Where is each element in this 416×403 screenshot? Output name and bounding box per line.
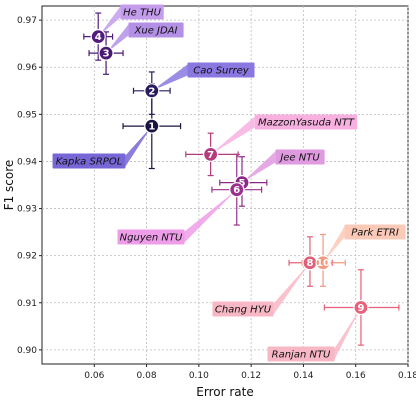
y-tick-label: 0.91 — [17, 299, 37, 309]
point-labels: Kapka SRPOL Cao Surrey Xue JDAI He THU Jee N… — [56, 8, 399, 361]
point-label-1: Kapka SRPOL — [56, 157, 123, 168]
x-tick-label: 0.12 — [241, 371, 261, 381]
x-tick-label: 0.06 — [84, 371, 104, 381]
x-axis: 0.06 0.08 0.10 0.12 0.14 0.16 0.18 — [84, 364, 416, 381]
data-point-rank-10: 10 — [316, 258, 330, 269]
data-point-rank-5: 5 — [239, 178, 246, 189]
label-box-5 — [275, 149, 325, 165]
y-tick-label: 0.90 — [17, 346, 37, 356]
data-point-10 — [315, 255, 331, 271]
data-point-7 — [203, 146, 219, 162]
callout-pointer-5 — [241, 151, 276, 183]
label-box-7 — [254, 114, 358, 130]
data-point-4 — [90, 29, 106, 45]
x-axis-title: Error rate — [196, 385, 253, 399]
data-point-9 — [353, 299, 369, 316]
callout-pointer-3 — [106, 24, 129, 54]
point-label-4: He THU — [123, 8, 161, 19]
y-tick-label: 0.97 — [17, 16, 37, 26]
x-tick-label: 0.18 — [398, 371, 416, 381]
data-point-6 — [229, 182, 245, 198]
x-tick-label: 0.16 — [346, 371, 366, 381]
point-label-2: Cao Surrey — [193, 66, 249, 77]
data-point-rank-7: 7 — [207, 150, 214, 161]
data-point-rank-4: 4 — [95, 32, 102, 43]
callout-pointer-9 — [334, 307, 361, 360]
point-label-10: Park ETRI — [351, 228, 399, 239]
y-tick-label: 0.96 — [17, 63, 37, 73]
data-point-rank-6: 6 — [233, 185, 240, 196]
data-point-1 — [144, 118, 160, 134]
y-axis: 0.90 0.91 0.92 0.93 0.94 0.95 0.96 0.97 — [17, 16, 42, 356]
y-axis-title: F1 score — [2, 160, 16, 211]
x-tick-label: 0.14 — [293, 371, 313, 381]
data-point-rank-1: 1 — [148, 122, 155, 133]
callout-pointer-6 — [184, 189, 237, 243]
data-point-rank-2: 2 — [148, 86, 155, 97]
callout-pointer-1 — [125, 126, 152, 167]
x-tick-label: 0.08 — [137, 371, 157, 381]
data-point-rank-3: 3 — [103, 49, 110, 60]
grid — [42, 6, 409, 364]
data-point-2 — [144, 83, 160, 99]
callouts — [52, 4, 406, 362]
label-box-8 — [212, 301, 274, 317]
callout-pointer-7 — [210, 116, 255, 155]
label-box-2 — [187, 62, 255, 78]
point-label-5: Jee NTU — [278, 153, 320, 164]
label-box-9 — [267, 346, 335, 362]
point-label-8: Chang HYU — [215, 305, 272, 316]
point-label-6: Nguyen NTU — [120, 233, 183, 244]
y-tick-label: 0.95 — [17, 110, 37, 120]
callout-pointer-8 — [273, 262, 310, 315]
label-box-10 — [344, 224, 406, 240]
y-tick-label: 0.92 — [17, 252, 37, 262]
x-tick-label: 0.10 — [189, 371, 209, 381]
label-box-4 — [120, 4, 164, 20]
callout-pointer-10 — [323, 226, 345, 263]
point-label-9: Ranjan NTU — [272, 350, 331, 361]
data-point-rank-9: 9 — [357, 303, 364, 314]
callout-pointer-4 — [98, 6, 121, 37]
point-label-3: Xue JDAI — [134, 26, 178, 37]
y-tick-label: 0.94 — [17, 157, 37, 167]
callout-pointer-2 — [151, 64, 188, 91]
point-label-7: MazzonYasuda NTT — [258, 118, 355, 129]
data-point-rank-8: 8 — [306, 258, 313, 269]
label-box-3 — [128, 22, 184, 38]
y-tick-label: 0.93 — [17, 205, 37, 215]
label-box-6 — [117, 229, 185, 245]
label-box-1 — [52, 153, 126, 169]
data-point-3 — [98, 45, 114, 61]
